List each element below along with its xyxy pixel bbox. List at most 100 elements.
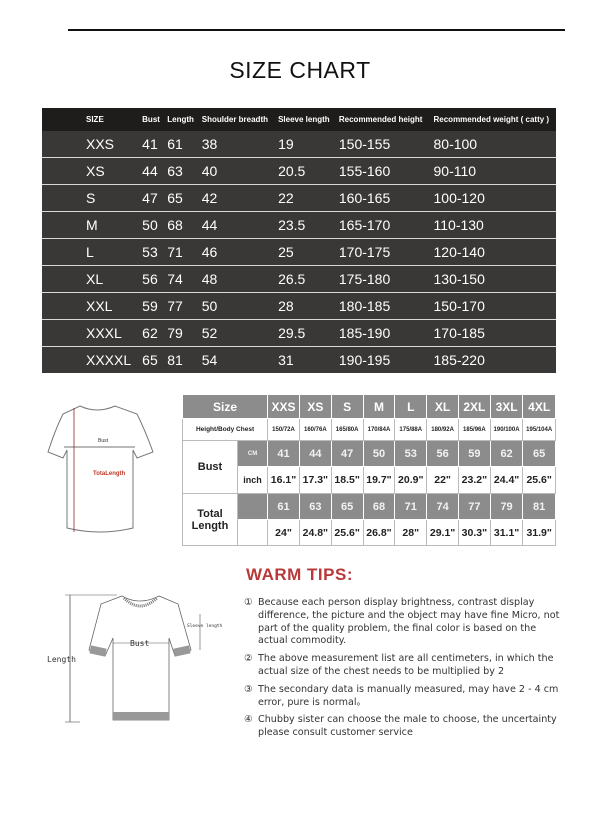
table-cell: 25.6" xyxy=(330,519,364,546)
table-cell: 74 xyxy=(426,493,459,520)
tip-number: ① xyxy=(244,597,253,608)
total-length-label: TotaLength xyxy=(93,471,126,477)
table-cell: 185/96A xyxy=(457,418,491,441)
table-cell: 24.4" xyxy=(489,466,524,494)
tip-text: The secondary data is manually measured,… xyxy=(258,683,559,708)
tshirt-diagram-measurements: Bust Length Sleeve length xyxy=(47,594,223,723)
table-row: XL 56 74 48 26.5 175-180 130-150 xyxy=(42,265,556,293)
table-cell: L xyxy=(42,238,137,266)
table-cell: M xyxy=(42,211,137,239)
bust-label: Bust xyxy=(98,438,109,444)
column-header: Recommended weight ( catty ) xyxy=(427,108,556,131)
table-cell: 150-170 xyxy=(427,292,556,320)
column-header: Length xyxy=(161,108,196,131)
table-cell: 23.5 xyxy=(272,211,333,239)
table-cell: 31.1" xyxy=(489,519,524,546)
bust-label: Bust xyxy=(130,639,149,648)
table-row: M 50 68 44 23.5 165-170 110-130 xyxy=(42,211,556,239)
table-cell xyxy=(236,493,269,520)
table-cell: 22 xyxy=(272,184,333,213)
table-row: inch 16.1" 17.3" 18.5" 19.7" 20.9" 22" 23.2" 24.… xyxy=(183,466,556,494)
table-cell: 19 xyxy=(272,131,333,159)
table-cell: 31.9" xyxy=(522,519,556,546)
table-row: Total Length 61 63 65 68 71 74 77 79 81 xyxy=(182,493,556,546)
table-cell: 41 xyxy=(136,131,162,159)
table-cell: 24" xyxy=(267,519,300,546)
table-cell: 28 xyxy=(272,292,333,320)
table-cell: Total Length xyxy=(182,493,238,546)
tip-text: The above measurement list are all centi… xyxy=(258,653,554,677)
table-cell: 150-155 xyxy=(332,131,428,159)
table-cell: 74 xyxy=(161,265,196,293)
tip-text: Because each person display brightness, … xyxy=(258,597,560,647)
table-cell: 81 xyxy=(522,493,556,520)
column-header: Shoulder breadth xyxy=(195,108,273,131)
table-row: Size XXS XS S M L XL 2XL 3XL 4XL xyxy=(181,394,556,419)
table-cell: 120-140 xyxy=(427,238,556,266)
table-cell: 62 xyxy=(136,319,162,347)
table-row: XS 44 63 40 20.5 155-160 90-110 xyxy=(42,157,556,186)
column-header: SIZE xyxy=(42,108,137,131)
table-cell: 59 xyxy=(136,292,162,320)
table-cell: 165/80A xyxy=(330,418,364,441)
table-cell: 79 xyxy=(489,493,524,520)
table-cell: 71 xyxy=(161,238,196,266)
table-cell: 54 xyxy=(201,351,218,368)
table-cell: M xyxy=(362,394,396,419)
table-cell: 42 xyxy=(195,184,273,213)
table-cell: 175-180 xyxy=(332,265,428,293)
table-cell: 44 xyxy=(136,157,162,186)
table-cell: S xyxy=(42,184,137,213)
table-cell xyxy=(236,519,269,546)
table-cell: 20.5 xyxy=(272,157,333,186)
size-conversion-table: Size XXS XS S M L XL 2XL 3XL 4XL Height/Body Chest… xyxy=(181,394,556,546)
tip-number: ④ xyxy=(244,714,253,726)
table-cell: 4XL xyxy=(522,394,556,419)
table-cell: 170-175 xyxy=(332,238,428,266)
table-cell: 81 xyxy=(167,351,183,368)
table-cell: 61 xyxy=(161,131,196,159)
table-cell: 190-195 xyxy=(338,351,391,368)
table-cell: 62 xyxy=(489,440,524,467)
table-cell: 160/76A xyxy=(298,418,332,441)
table-cell: XL xyxy=(42,265,137,293)
table-cell: 175/88A xyxy=(394,418,428,441)
table-cell: 48 xyxy=(195,265,273,293)
table-cell: 29.1" xyxy=(426,519,459,546)
table-cell: 79 xyxy=(161,319,196,347)
table-cell: 180-185 xyxy=(332,292,428,320)
table-cell: 56 xyxy=(136,265,162,293)
table-cell: 30.3" xyxy=(457,519,491,546)
column-header: Sleeve length xyxy=(272,108,333,131)
table-cell: 170-185 xyxy=(427,319,556,347)
warm-tips-heading: WARM TIPS: xyxy=(246,565,353,584)
table-cell: 170/84A xyxy=(362,418,396,441)
table-row: Bust CM 41 44 47 50 53 56 59 62 65 xyxy=(182,440,556,494)
table-cell: 71 xyxy=(394,493,428,520)
table-cell: 2XL xyxy=(457,394,491,419)
table-cell: 26.5 xyxy=(272,265,333,293)
table-cell: L xyxy=(394,394,428,419)
table-cell: 65 xyxy=(330,493,364,520)
table-cell: 80-100 xyxy=(427,131,556,159)
tip-item: ③ The secondary data is manually measured… xyxy=(244,684,564,710)
table-cell: XXXL xyxy=(42,319,137,347)
tip-item: ④ Chubby sister can choose the male to ch… xyxy=(244,714,564,740)
length-label: Length xyxy=(47,655,76,664)
table-cell: 150/72A xyxy=(267,418,300,441)
table-cell: 52 xyxy=(195,319,273,347)
table-cell: 77 xyxy=(457,493,491,520)
table-cell: 44 xyxy=(298,440,332,467)
table-cell: 18.5" xyxy=(330,466,364,494)
table-cell: 130-150 xyxy=(427,265,556,293)
table-cell: XS xyxy=(42,157,137,186)
table-cell: 41 xyxy=(267,440,300,467)
table-cell: 28" xyxy=(394,519,428,546)
table-cell: 185-220 xyxy=(433,351,485,368)
top-divider xyxy=(68,29,565,31)
table-cell: 53 xyxy=(394,440,428,467)
tip-item: ① Because each person display brightness,… xyxy=(244,597,564,648)
table-cell: 59 xyxy=(457,440,491,467)
table-cell: Height/Body Chest xyxy=(181,418,269,441)
table-cell: 38 xyxy=(195,131,273,159)
